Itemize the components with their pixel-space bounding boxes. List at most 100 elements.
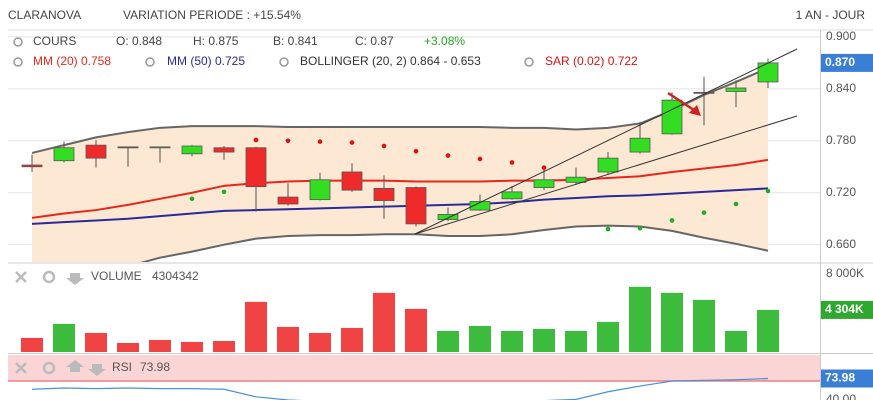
price-tag-label: 4 304K — [825, 302, 864, 316]
candle-body — [21, 164, 43, 168]
legend-entry: SAR (0.02) 0.722 — [545, 54, 638, 68]
candle-body — [245, 147, 267, 188]
y-tick-label: 40.00 — [826, 392, 856, 400]
candle-body — [501, 191, 523, 200]
volume-bar — [693, 299, 715, 352]
candle-body — [597, 157, 619, 173]
sar-dot — [541, 165, 547, 170]
gear-icon[interactable] — [145, 57, 155, 67]
candle-body — [309, 179, 331, 201]
sar-dot — [349, 140, 355, 145]
volume-bar — [757, 309, 779, 352]
candle-body — [277, 196, 299, 205]
volume-bar — [341, 327, 363, 352]
moving-average — [31, 158, 769, 219]
legend-entry: O: 0.848 — [116, 34, 162, 48]
legend-entry: +3.08% — [424, 34, 465, 48]
variation: VARIATION PERIODE : +15.54% — [123, 8, 301, 22]
trend-line[interactable] — [414, 48, 798, 235]
gear-icon[interactable] — [42, 270, 56, 284]
up-icon[interactable] — [66, 360, 84, 372]
y-tick-label: 0.780 — [826, 133, 856, 147]
volume-bar — [277, 326, 299, 352]
volume-bar — [149, 339, 171, 352]
sar-dot — [253, 137, 259, 143]
price-tag-label: 73.98 — [825, 371, 855, 385]
rsi-panel — [8, 355, 820, 400]
sar-dot — [669, 218, 675, 223]
arrow-head — [689, 105, 701, 116]
volume-bar — [437, 330, 459, 352]
volume-bar — [245, 301, 267, 352]
icons — [13, 37, 534, 375]
volume-bar — [85, 332, 107, 352]
legend-entry: B: 0.841 — [273, 34, 318, 48]
volume-bar — [405, 308, 427, 352]
candle-body — [629, 137, 651, 153]
sar-dot — [701, 210, 707, 215]
volume-bar — [565, 330, 587, 352]
price-tag — [821, 369, 873, 388]
sar-dot — [381, 143, 387, 149]
candle-body — [469, 201, 491, 211]
candle-body — [53, 147, 75, 162]
bollinger-lower — [140, 224, 769, 262]
price-tag-label: 0.870 — [825, 55, 855, 69]
volume-bar — [181, 341, 203, 352]
sar-dot — [637, 225, 643, 231]
close-icon[interactable] — [15, 362, 27, 374]
sar-dot — [189, 196, 195, 202]
sar-dot — [477, 156, 483, 162]
sar-dot — [445, 153, 451, 158]
candle-body — [565, 176, 587, 183]
down-icon[interactable] — [88, 364, 106, 376]
sar-dot — [733, 201, 739, 207]
volume-bar — [373, 292, 395, 352]
candle-body — [661, 99, 683, 135]
price-tag — [821, 300, 873, 319]
candle-body — [149, 146, 171, 149]
volume-bar — [309, 332, 331, 352]
sar-dot — [221, 189, 227, 195]
candle-body — [85, 144, 107, 159]
candle-body — [437, 213, 459, 220]
y-tick-label: 0.900 — [826, 29, 856, 43]
sar-dot — [285, 138, 291, 144]
price-tag — [821, 53, 873, 72]
bollinger-fill — [32, 68, 768, 262]
gear-icon[interactable] — [13, 37, 23, 47]
sar-dot — [509, 160, 515, 165]
candle-body — [117, 146, 139, 149]
period[interactable]: 1 AN - JOUR — [796, 8, 866, 22]
close-icon[interactable] — [15, 271, 27, 283]
volume-bar — [53, 323, 75, 352]
trend-line[interactable] — [414, 115, 798, 235]
y-tick-label: 0.840 — [826, 81, 856, 95]
legend-entry: MM (20) 0.758 — [33, 54, 111, 68]
arrow[interactable] — [667, 91, 698, 114]
legend-entry: COURS — [33, 34, 76, 48]
candle-body — [373, 188, 395, 201]
down-icon[interactable] — [66, 273, 84, 285]
candle-body — [757, 62, 779, 83]
candle-body — [725, 87, 747, 92]
price-panel — [8, 36, 820, 262]
sar-dot — [765, 188, 771, 194]
volume-bar — [597, 321, 619, 352]
y-tick-label: 0.720 — [826, 185, 856, 199]
gear-icon[interactable] — [13, 57, 23, 67]
y-tick-label: 0.660 — [826, 237, 856, 251]
gear-icon[interactable] — [279, 57, 289, 67]
candle-body — [405, 187, 427, 225]
sar-dot — [605, 226, 611, 232]
volume-bar — [661, 292, 683, 352]
candle-body — [181, 145, 203, 155]
overbought-zone — [8, 355, 820, 382]
gear-icon[interactable] — [524, 57, 534, 67]
volume-bar — [117, 342, 139, 352]
volume-bar — [725, 330, 747, 352]
candle-body — [213, 147, 235, 153]
gear-icon[interactable] — [42, 361, 56, 375]
volume-bar — [501, 330, 523, 352]
